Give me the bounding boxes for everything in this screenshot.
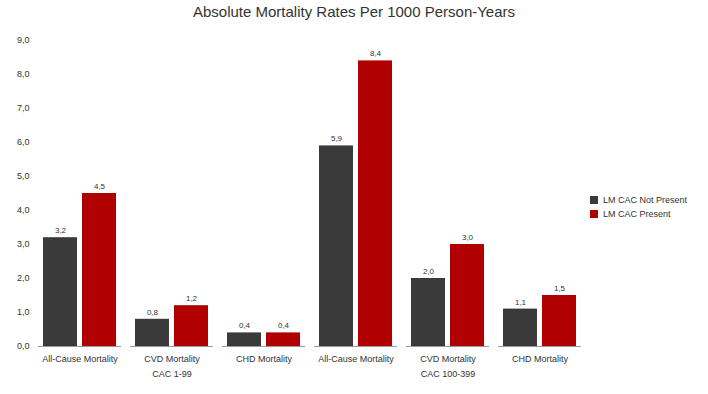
svg-text:5,0: 5,0 [17,171,30,181]
svg-text:8,4: 8,4 [370,49,382,58]
svg-text:2,0: 2,0 [423,267,435,276]
svg-text:4,0: 4,0 [17,205,30,215]
svg-text:All-Cause Mortality: All-Cause Mortality [318,354,394,364]
svg-text:1,1: 1,1 [515,298,527,307]
svg-text:0,4: 0,4 [239,321,251,330]
svg-text:3,2: 3,2 [55,226,67,235]
svg-text:1,2: 1,2 [186,294,198,303]
svg-text:CVD Mortality: CVD Mortality [420,354,476,364]
svg-text:CHD Mortality: CHD Mortality [512,354,569,364]
svg-text:1,0: 1,0 [17,307,30,317]
svg-text:6,0: 6,0 [17,137,30,147]
svg-text:All-Cause Mortality: All-Cause Mortality [42,354,118,364]
svg-text:8,0: 8,0 [17,69,30,79]
svg-text:3,0: 3,0 [462,233,474,242]
svg-text:2,0: 2,0 [17,273,30,283]
svg-text:CHD Mortality: CHD Mortality [236,354,293,364]
svg-text:1,5: 1,5 [554,284,566,293]
html-text:Absolute Mortality Rates Per 1: Absolute Mortality Rates Per 1000 Person… [192,3,516,20]
svg-text:CVD Mortality: CVD Mortality [144,354,200,364]
svg-text:0,4: 0,4 [278,321,290,330]
svg-text:CAC 100-399: CAC 100-399 [421,369,476,379]
html-text:LM CAC Not Present: LM CAC Not Present [603,195,687,205]
svg-text:4,5: 4,5 [94,182,106,191]
svg-text:7,0: 7,0 [17,103,30,113]
svg-text:0,8: 0,8 [147,308,159,317]
svg-text:5,9: 5,9 [331,134,343,143]
svg-text:0,0: 0,0 [17,341,30,351]
svg-text:9,0: 9,0 [17,35,30,45]
svg-text:CAC 1-99: CAC 1-99 [152,369,192,379]
svg-text:3,0: 3,0 [17,239,30,249]
html-text:LM CAC Present: LM CAC Present [603,209,671,219]
